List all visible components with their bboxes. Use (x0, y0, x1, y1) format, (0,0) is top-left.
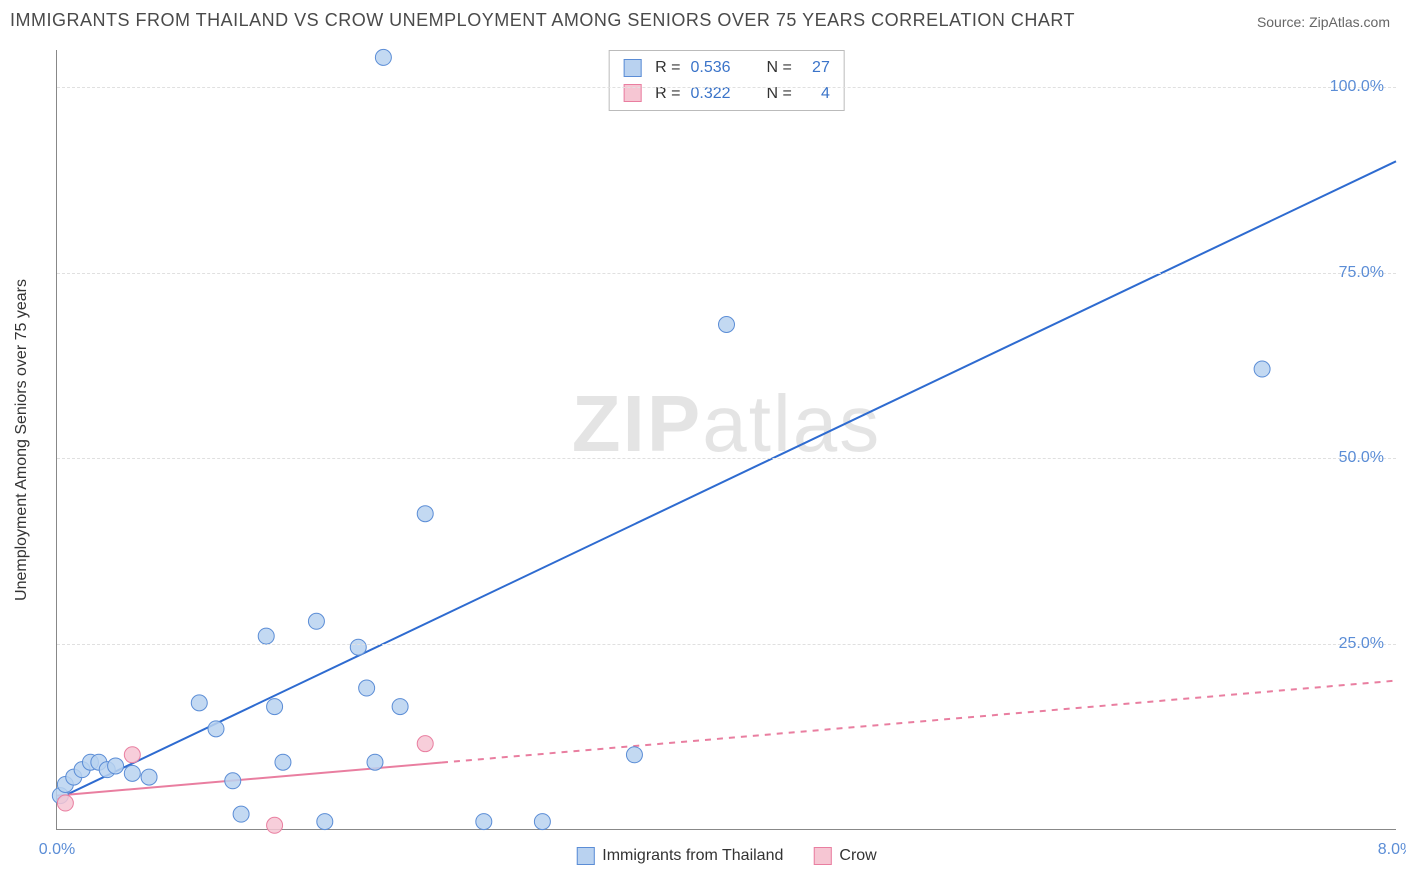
plot-area: ZIPatlas R = 0.536 N = 27 R = 0.322 N = … (56, 50, 1396, 830)
data-point-thai (275, 754, 291, 770)
data-point-thai (225, 773, 241, 789)
y-tick-label: 25.0% (1339, 635, 1384, 653)
data-point-thai (476, 814, 492, 830)
source-value: ZipAtlas.com (1309, 14, 1390, 30)
data-point-thai (392, 699, 408, 715)
data-point-thai (375, 49, 391, 65)
legend-row-thai: R = 0.536 N = 27 (623, 55, 830, 81)
r-label: R = (655, 55, 680, 81)
legend-label-crow: Crow (839, 847, 876, 865)
gridline (57, 644, 1396, 645)
data-point-thai (267, 699, 283, 715)
data-point-thai (719, 317, 735, 333)
series-legend: Immigrants from Thailand Crow (576, 847, 876, 865)
chart-svg (57, 50, 1396, 829)
gridline (57, 458, 1396, 459)
legend-item-crow: Crow (813, 847, 876, 865)
r-label: R = (655, 81, 680, 107)
data-point-thai (124, 765, 140, 781)
data-point-crow (417, 736, 433, 752)
data-point-thai (208, 721, 224, 737)
swatch-thai (576, 847, 594, 865)
data-point-thai (350, 639, 366, 655)
data-point-crow (267, 817, 283, 833)
data-point-thai (308, 613, 324, 629)
y-axis-label: Unemployment Among Seniors over 75 years (13, 279, 31, 601)
data-point-crow (124, 747, 140, 763)
data-point-thai (417, 506, 433, 522)
correlation-legend: R = 0.536 N = 27 R = 0.322 N = 4 (608, 50, 845, 111)
data-point-thai (141, 769, 157, 785)
gridline (57, 87, 1396, 88)
legend-item-thai: Immigrants from Thailand (576, 847, 783, 865)
data-point-thai (317, 814, 333, 830)
source-label: Source: (1257, 14, 1309, 30)
data-point-thai (258, 628, 274, 644)
n-label: N = (767, 81, 792, 107)
n-value-crow: 4 (802, 81, 830, 107)
data-point-thai (233, 806, 249, 822)
chart-title: IMMIGRANTS FROM THAILAND VS CROW UNEMPLO… (10, 10, 1075, 31)
n-value-thai: 27 (802, 55, 830, 81)
legend-label-thai: Immigrants from Thailand (602, 847, 783, 865)
data-point-crow (57, 795, 73, 811)
r-value-crow: 0.322 (691, 81, 745, 107)
swatch-crow (813, 847, 831, 865)
y-tick-label: 100.0% (1330, 78, 1384, 96)
gridline (57, 273, 1396, 274)
x-tick-label: 8.0% (1378, 841, 1406, 859)
legend-row-crow: R = 0.322 N = 4 (623, 81, 830, 107)
r-value-thai: 0.536 (691, 55, 745, 81)
data-point-thai (367, 754, 383, 770)
regression-line-thai (57, 161, 1396, 799)
swatch-thai (623, 59, 641, 77)
y-tick-label: 75.0% (1339, 264, 1384, 282)
data-point-thai (191, 695, 207, 711)
regression-line-crow-extrap (442, 681, 1396, 763)
data-point-thai (1254, 361, 1270, 377)
n-label: N = (767, 55, 792, 81)
source-citation: Source: ZipAtlas.com (1257, 14, 1390, 30)
data-point-thai (108, 758, 124, 774)
y-tick-label: 50.0% (1339, 449, 1384, 467)
x-tick-label: 0.0% (39, 841, 75, 859)
data-point-thai (534, 814, 550, 830)
data-point-thai (359, 680, 375, 696)
data-point-thai (626, 747, 642, 763)
